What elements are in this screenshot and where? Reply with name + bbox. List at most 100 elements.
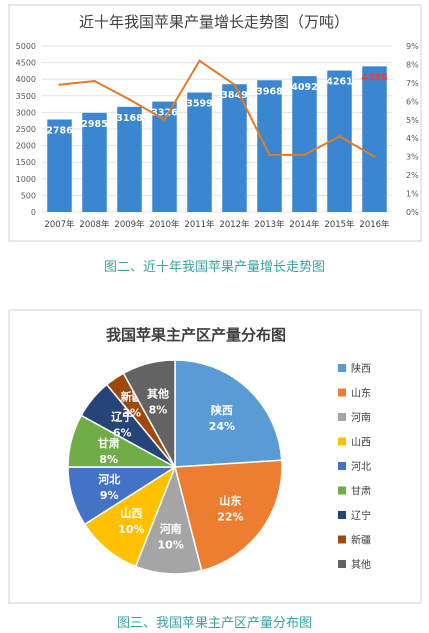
slice-label: 甘肃	[98, 436, 120, 450]
slice-value-label: 10%	[118, 523, 144, 536]
growth-rate-point	[163, 118, 166, 121]
growth-rate-point	[373, 155, 376, 158]
legend-label: 河北	[351, 461, 371, 473]
bar-2008年	[82, 112, 107, 212]
slice-label: 山东	[219, 493, 241, 507]
legend-label: 新疆	[351, 534, 371, 547]
slice-value-label: 6%	[113, 426, 132, 439]
y-left-tick-label: 5000	[16, 42, 36, 51]
chart-title: 近十年我国苹果产量增长走势图（万吨）	[79, 13, 349, 31]
legend-swatch	[338, 388, 346, 397]
slice-value-label: 10%	[158, 538, 184, 551]
bar-value-label: 2786	[46, 126, 73, 137]
y-right-tick-label: 8%	[406, 60, 419, 69]
bar-value-label: 2985	[81, 119, 107, 130]
y-right-tick-label: 4%	[406, 134, 419, 143]
bar-2012年	[222, 84, 247, 212]
production-trend-chart: 近十年我国苹果产量增长走势图（万吨） 0 500 1000 1500 2000 2500 30…	[8, 4, 422, 242]
y-left-tick-label: 4500	[16, 59, 36, 68]
y-right-tick-label: 5%	[406, 116, 419, 125]
y-right-tick-label: 9%	[406, 42, 419, 51]
slice-label: 山西	[120, 506, 142, 520]
slice-label: 陕西	[211, 403, 233, 417]
legend-label: 河南	[351, 411, 371, 424]
bar-2009年	[117, 106, 142, 212]
bar-value-label: 3968	[256, 86, 283, 97]
growth-rate-point	[93, 79, 96, 83]
trend-chart-caption: 图二、近十年我国苹果产量增长走势图	[103, 260, 325, 275]
y-left-tick-label: 500	[21, 191, 36, 200]
bar-2016年	[362, 66, 387, 213]
slice-陕西	[174, 359, 283, 468]
chart-title: 我国苹果主产区产量分布图	[106, 326, 286, 344]
growth-rate-point	[128, 98, 131, 101]
legend-label: 甘肃	[351, 485, 371, 498]
y-right-tick-label: 6%	[406, 97, 419, 106]
slice-value-label: 24%	[209, 420, 235, 433]
slice-label: 河南	[160, 521, 182, 535]
legend-swatch	[338, 364, 346, 372]
y-left-tick-label: 3000	[16, 108, 36, 117]
pie-chart-caption: 图三、我国苹果主产区产量分布图	[116, 616, 312, 631]
x-tick-label: 2015年	[324, 219, 355, 230]
growth-rate-point	[233, 83, 236, 86]
bar-value-label: 4388	[361, 72, 388, 83]
x-tick-label: 2010年	[149, 219, 180, 230]
growth-rate-point	[303, 153, 306, 157]
y-right-tick-label: 2%	[406, 171, 419, 180]
y-left-tick-label: 0	[31, 208, 36, 217]
slice-value-label: 8%	[99, 453, 118, 466]
x-tick-label: 2009年	[114, 219, 145, 230]
legend-swatch	[338, 462, 346, 470]
x-tick-label: 2012年	[219, 219, 250, 230]
growth-rate-point	[198, 59, 201, 62]
legend-swatch	[338, 413, 346, 421]
bar-2014年	[292, 76, 317, 212]
bar-value-label: 4092	[291, 82, 317, 93]
legend-label: 山东	[351, 387, 371, 400]
growth-rate-point	[268, 153, 271, 157]
y-right-tick-label: 0%	[406, 208, 419, 217]
y-right-tick-label: 3%	[406, 153, 419, 162]
bar-value-label: 3599	[186, 99, 212, 110]
slice-label: 辽宁	[111, 409, 133, 423]
legend-swatch	[338, 437, 346, 446]
y-right-tick-label: 7%	[406, 79, 419, 88]
slice-value-label: 8%	[149, 404, 168, 417]
x-tick-label: 2008年	[79, 219, 110, 230]
legend-swatch	[338, 535, 346, 544]
legend-label: 其他	[351, 558, 371, 571]
y-left-tick-label: 2000	[16, 142, 36, 151]
chart-border	[8, 4, 422, 242]
bar-2013年	[257, 80, 282, 213]
legend-label: 陕西	[351, 362, 371, 375]
slice-value-label: 9%	[100, 489, 119, 502]
slice-label: 其他	[147, 387, 169, 401]
slice-其他	[122, 359, 176, 468]
slice-value-label: 22%	[217, 510, 243, 523]
legend-swatch	[338, 560, 346, 568]
y-left-tick-label: 4000	[16, 75, 36, 84]
x-tick-label: 2013年	[254, 219, 285, 230]
growth-rate-point	[58, 83, 61, 86]
y-left-tick-label: 3500	[16, 92, 36, 101]
bar-value-label: 4261	[326, 77, 352, 88]
y-left-tick-label: 1000	[16, 175, 36, 184]
bar-value-label: 3168	[116, 113, 143, 124]
bar-2011年	[187, 92, 212, 212]
legend-label: 辽宁	[351, 509, 371, 522]
legend-label: 山西	[351, 437, 371, 449]
y-left-tick-label: 1500	[16, 158, 36, 167]
growth-rate-line	[59, 59, 376, 158]
x-tick-label: 2014年	[289, 219, 320, 230]
legend-swatch	[338, 486, 346, 495]
x-tick-label: 2007年	[44, 219, 75, 230]
bar-value-label: 3849	[221, 90, 247, 101]
bar-value-label: 3326	[151, 108, 178, 119]
slice-label: 河北	[98, 472, 120, 486]
x-tick-label: 2011年	[184, 219, 215, 230]
legend-swatch	[338, 511, 346, 519]
bar-2007年	[47, 119, 72, 212]
